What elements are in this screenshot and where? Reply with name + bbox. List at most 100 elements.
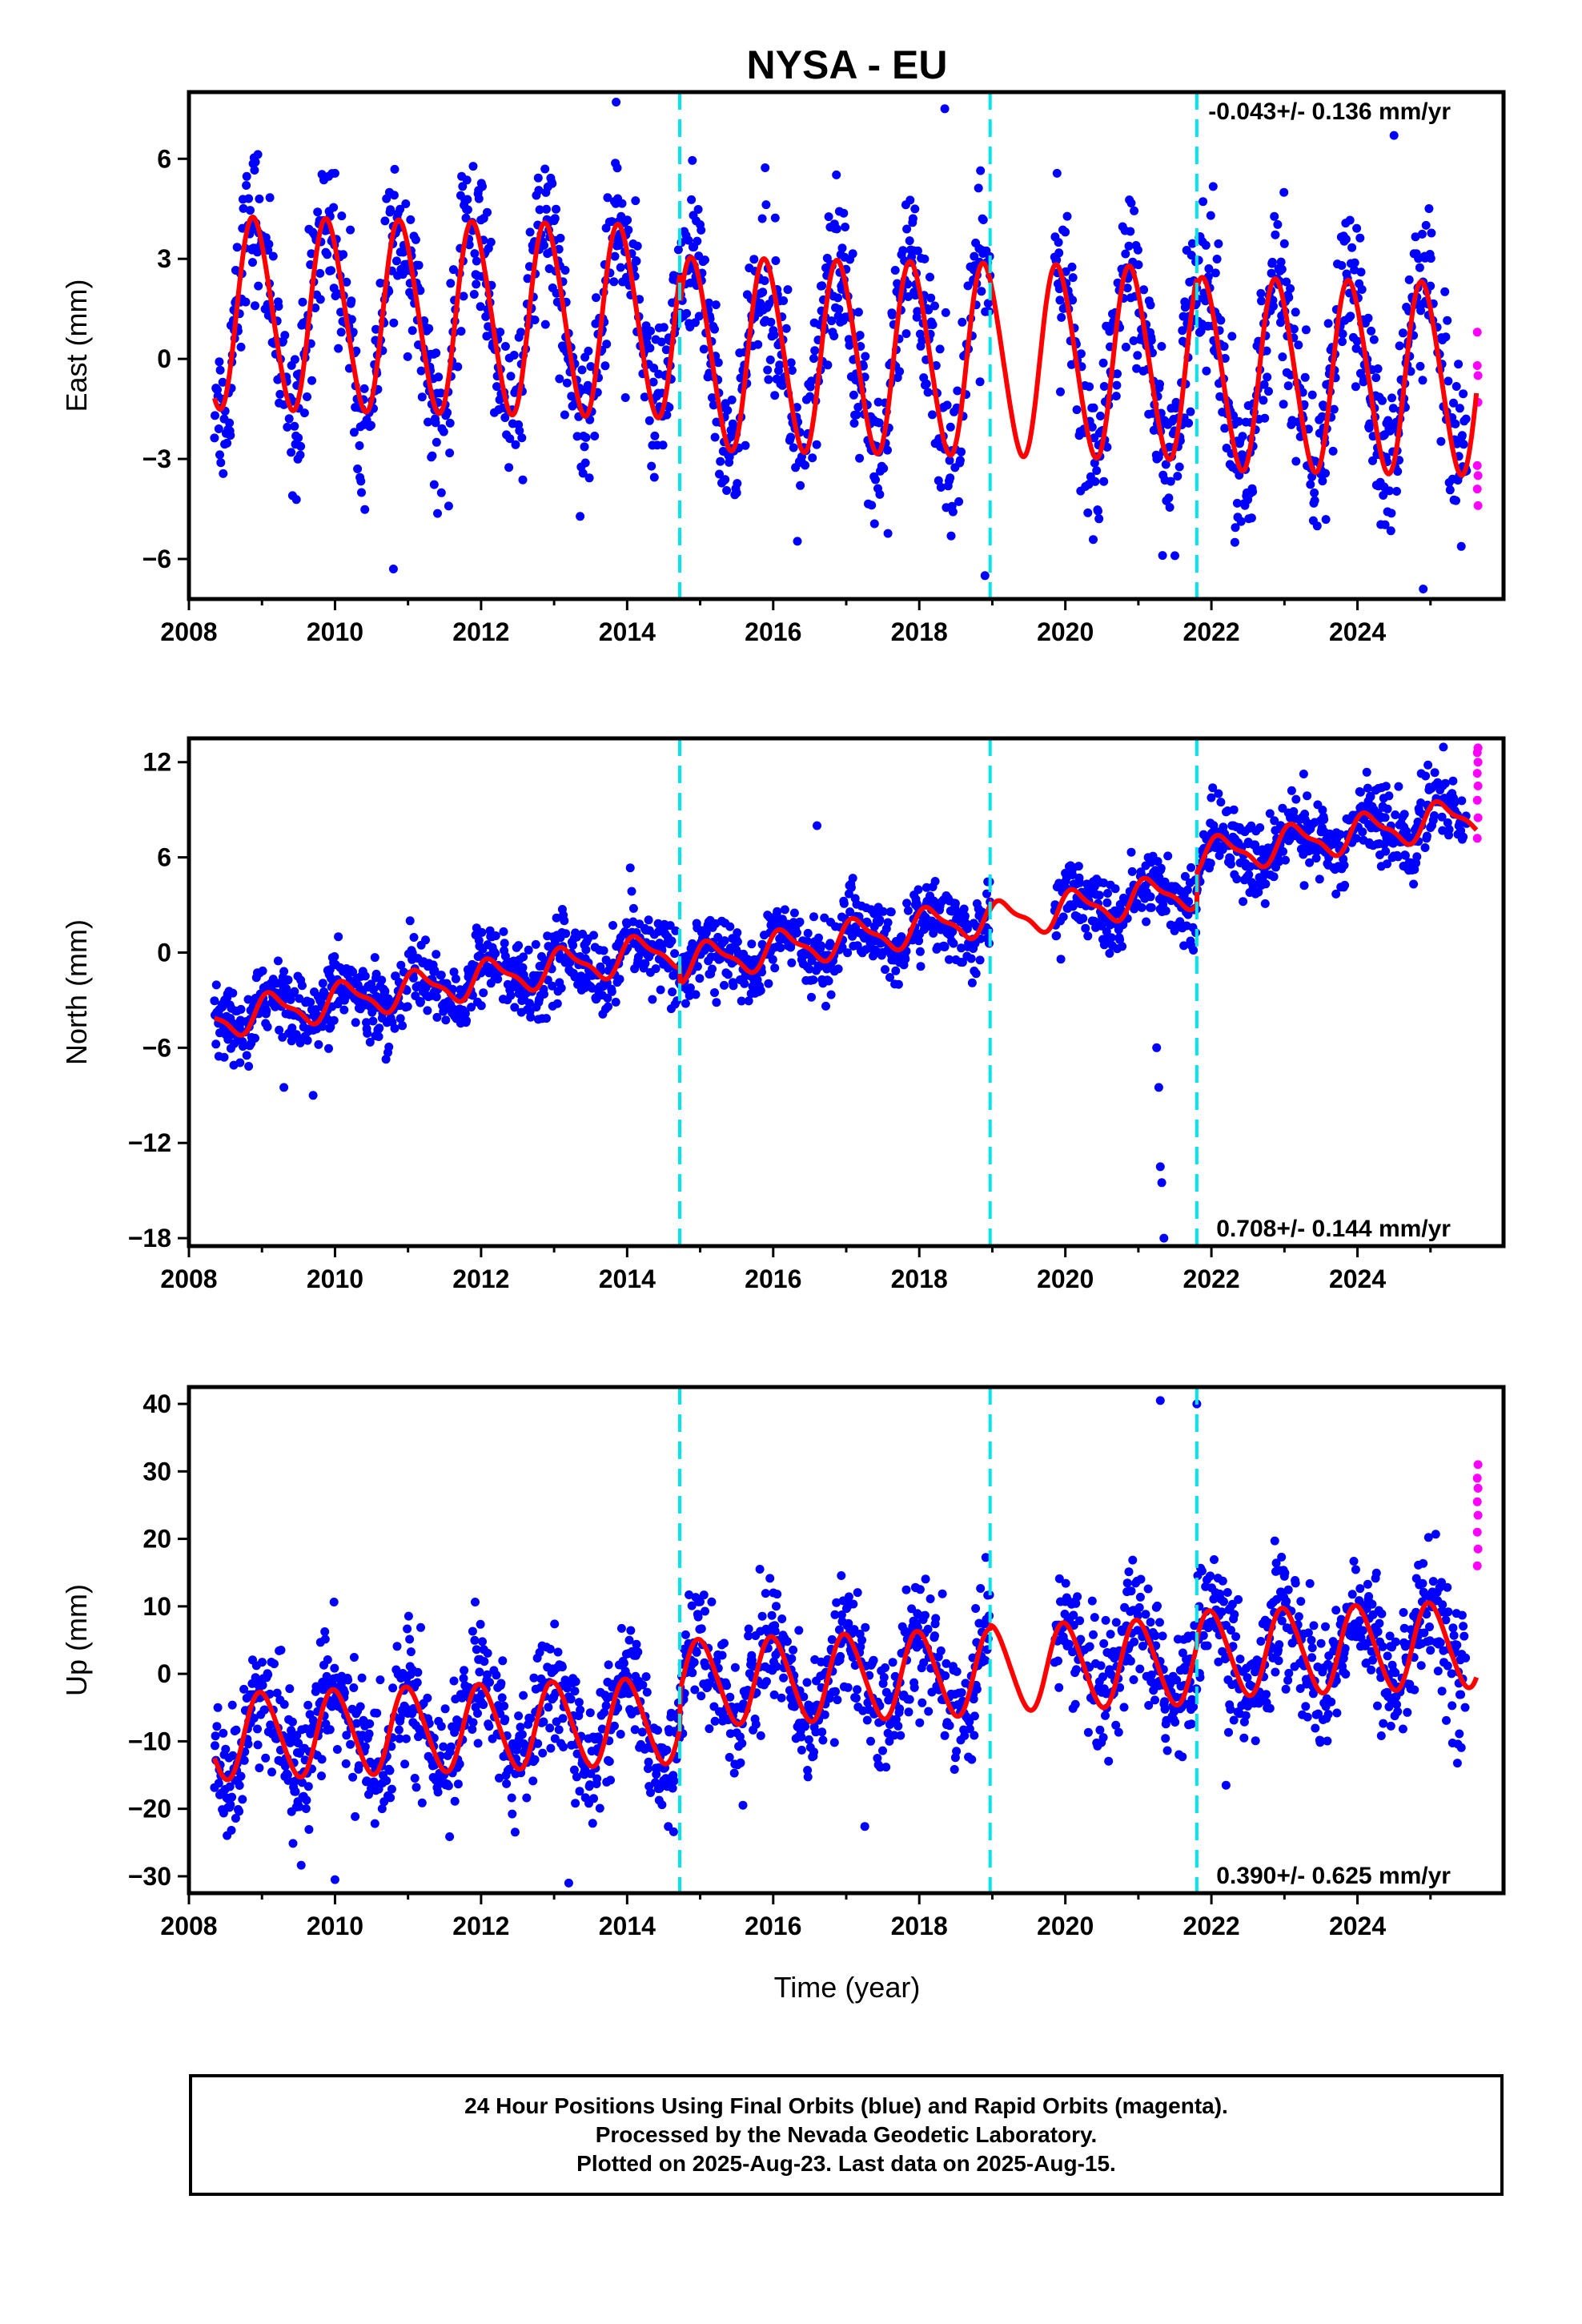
data-point <box>1444 825 1454 834</box>
data-point <box>576 1705 585 1715</box>
outlier-point <box>1389 131 1399 140</box>
data-point <box>832 1598 841 1607</box>
data-point <box>875 489 885 499</box>
data-point <box>468 1626 477 1636</box>
data-point <box>958 958 967 967</box>
data-point <box>560 410 569 420</box>
data-point <box>375 1675 385 1685</box>
outlier-point <box>813 821 821 830</box>
data-point <box>712 998 721 1007</box>
chart-title: NYSA - EU <box>747 42 948 87</box>
data-point <box>1081 923 1090 933</box>
data-point <box>472 256 481 266</box>
data-point <box>258 966 267 975</box>
data-point <box>518 963 528 972</box>
data-point <box>849 419 859 428</box>
data-point <box>1220 424 1230 433</box>
data-point <box>1457 796 1467 806</box>
data-point <box>768 955 777 964</box>
data-point <box>423 1006 432 1015</box>
data-point <box>787 366 797 375</box>
data-point <box>1232 875 1242 884</box>
data-point <box>1248 487 1258 497</box>
data-point <box>730 1663 740 1672</box>
data-point <box>644 1757 653 1767</box>
outlier-point <box>612 98 621 107</box>
data-point <box>903 279 913 289</box>
data-point <box>303 1782 313 1791</box>
data-point <box>942 1659 951 1668</box>
data-point <box>1424 204 1434 213</box>
data-point <box>924 305 934 315</box>
data-point <box>404 1611 413 1621</box>
data-point <box>895 367 905 376</box>
data-point <box>1426 281 1435 291</box>
data-point <box>468 162 478 171</box>
data-point <box>1137 903 1146 912</box>
data-point <box>867 501 877 510</box>
data-point <box>1379 491 1388 500</box>
data-point <box>693 205 703 214</box>
data-point <box>314 1039 323 1049</box>
data-point <box>817 941 825 951</box>
data-point <box>562 378 572 388</box>
data-point <box>297 1778 307 1787</box>
data-point <box>360 505 370 514</box>
data-point <box>657 1800 667 1810</box>
y-tick-label: −6 <box>143 545 171 573</box>
data-point <box>491 949 500 959</box>
data-point <box>604 1660 613 1670</box>
data-point <box>792 928 801 938</box>
data-point <box>957 1688 966 1698</box>
data-point <box>945 1721 954 1731</box>
data-point <box>1171 397 1181 407</box>
data-point <box>1146 336 1156 345</box>
data-point <box>327 266 335 275</box>
data-point <box>1232 498 1242 508</box>
data-point <box>942 400 952 410</box>
data-point <box>329 1015 339 1025</box>
data-point <box>232 243 242 252</box>
data-point <box>434 372 444 382</box>
data-point <box>381 1055 391 1064</box>
data-point <box>974 183 983 193</box>
data-point <box>403 352 412 361</box>
data-point <box>545 1723 555 1733</box>
data-point <box>432 348 441 358</box>
data-point <box>855 453 865 463</box>
data-point <box>803 928 813 938</box>
data-point <box>608 921 617 930</box>
data-point <box>1122 283 1132 293</box>
data-point <box>869 519 879 529</box>
data-point <box>510 1003 520 1012</box>
data-point <box>1113 369 1122 379</box>
data-point <box>708 964 717 974</box>
data-point <box>436 971 446 980</box>
data-point <box>917 1698 927 1707</box>
data-point <box>1373 364 1383 373</box>
data-point <box>1094 506 1102 516</box>
data-point <box>959 904 969 914</box>
data-point <box>910 204 920 214</box>
data-point <box>325 1725 335 1735</box>
data-point <box>941 1671 950 1680</box>
data-point <box>210 433 219 443</box>
data-point <box>580 458 590 468</box>
data-point <box>928 320 938 329</box>
data-point <box>817 1727 827 1737</box>
data-point <box>491 931 500 940</box>
data-point <box>962 924 972 934</box>
data-point <box>540 320 550 329</box>
data-point <box>1393 467 1403 476</box>
data-point <box>823 360 833 370</box>
data-point <box>1124 241 1134 251</box>
data-point <box>433 1787 443 1797</box>
data-point <box>805 964 814 974</box>
data-point <box>610 251 620 261</box>
data-point <box>648 377 658 387</box>
data-point <box>1350 265 1359 275</box>
data-point <box>1448 776 1458 786</box>
data-point <box>667 936 677 946</box>
data-point <box>522 1793 532 1803</box>
data-point <box>797 1732 806 1742</box>
